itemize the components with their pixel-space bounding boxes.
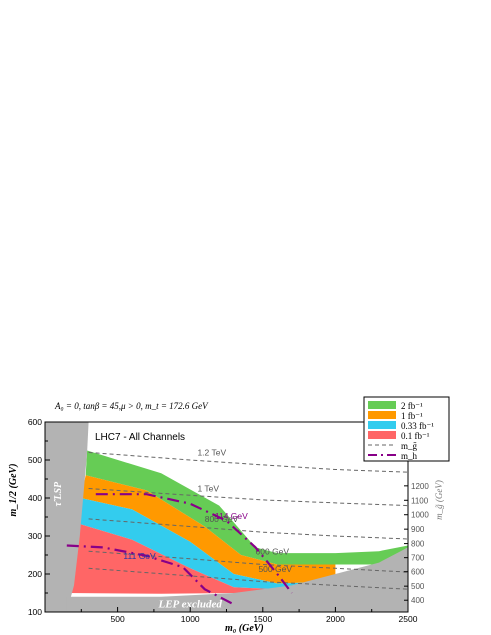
- x-tick-label-1: 1000: [181, 614, 200, 624]
- band-2: [75, 498, 336, 590]
- y2-tick-label-8: 1200: [411, 482, 429, 491]
- legend-label-0: 2 fb⁻¹: [401, 401, 423, 411]
- chart-title: A₀ = 0, tanβ = 45,μ > 0, m_t = 172.6 GeV: [54, 401, 209, 411]
- y2-tick-label-3: 700: [411, 554, 425, 563]
- plot-regions: [45, 422, 408, 612]
- legend-swatch-2: [368, 421, 396, 429]
- y-tick-label-5: 600: [28, 417, 42, 427]
- y-tick-label-4: 500: [28, 455, 42, 465]
- y2-tick-label-7: 1100: [411, 496, 429, 505]
- y2-axis-label: m_g̃ (GeV): [434, 480, 444, 520]
- legend-swatch-3: [368, 431, 396, 439]
- gluino-contour-label-0: 1.2 TeV: [197, 447, 226, 457]
- excluded-region-1: [66, 547, 408, 612]
- gluino-contour-label-4: 500 GeV: [258, 564, 292, 574]
- x-tick-label-3: 2000: [326, 614, 345, 624]
- axis-ticks: 500 1000 1500 2000 2500 100 200 300 400 500 600 400…: [28, 417, 430, 624]
- y-tick-label-2: 300: [28, 531, 42, 541]
- legend-label-3: 0.1 fb⁻¹: [401, 431, 430, 441]
- y-axis-label: m_1/2 (GeV): [8, 463, 19, 516]
- y2-tick-label-4: 800: [411, 540, 425, 549]
- y2-tick-label-6: 1000: [411, 511, 429, 520]
- band-0: [85, 450, 408, 565]
- legend: 2 fb⁻¹1 fb⁻¹0.33 fb⁻¹0.1 fb⁻¹m_g̃m_h: [363, 396, 450, 462]
- x-tick-label-2: 1500: [253, 614, 272, 624]
- legend-label-1: 1 fb⁻¹: [401, 411, 423, 421]
- excluded-region-label-0: τ̃ LSP: [53, 481, 64, 507]
- gluino-contour-label-1: 1 TeV: [197, 484, 219, 494]
- y2-tick-label-0: 400: [411, 596, 425, 605]
- y-tick-label-1: 200: [28, 569, 42, 579]
- x-axis-label: m₀ (GeV): [225, 623, 264, 634]
- legend-swatch-1: [368, 411, 396, 419]
- higgs-contour-1: [66, 544, 235, 606]
- x-tick-label-0: 500: [111, 614, 125, 624]
- legend-label-5: m_h: [401, 451, 418, 461]
- chart-subtitle: LHC7 - All Channels: [95, 432, 185, 443]
- y-tick-label-0: 100: [28, 607, 42, 617]
- higgs-contour-label-0: 114 GeV: [215, 511, 248, 521]
- y-tick-label-3: 400: [28, 493, 42, 503]
- legend-swatch-0: [368, 401, 396, 409]
- x-tick-label-4: 2500: [399, 614, 418, 624]
- legend-label-2: 0.33 fb⁻¹: [401, 421, 434, 431]
- y2-tick-label-5: 900: [411, 525, 425, 534]
- legend-label-4: m_g̃: [401, 441, 418, 451]
- excluded-region-label-1: LEP excluded: [157, 598, 222, 610]
- excluded-region-0: [45, 422, 89, 612]
- band-1: [80, 475, 336, 584]
- y2-tick-label-2: 600: [411, 568, 425, 577]
- band-3: [66, 522, 307, 594]
- higgs-contour-0: [95, 493, 293, 594]
- y2-tick-label-1: 500: [411, 582, 425, 591]
- gluino-contour-label-3: 600 GeV: [256, 547, 290, 557]
- higgs-contour-label-1: 111 GeV: [123, 551, 156, 561]
